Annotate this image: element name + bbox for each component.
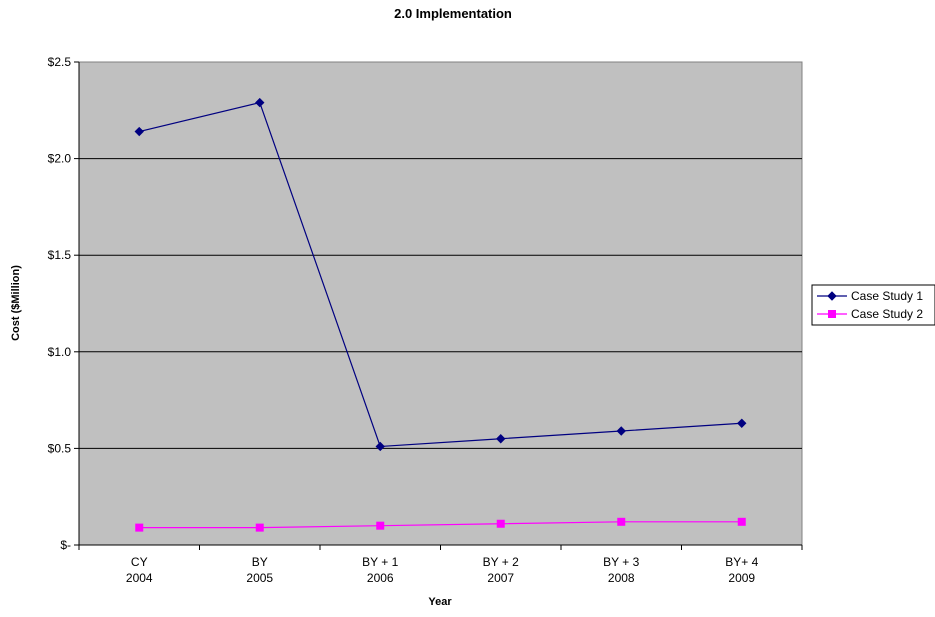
x-tick-label: BY + 2	[483, 555, 519, 569]
data-point	[376, 521, 385, 530]
plot-area	[78, 61, 803, 546]
series-1	[134, 97, 747, 452]
data-point	[134, 126, 144, 137]
y-axis-ticks: $- $0.5 $1.0 $1.5 $2.0 $2.5	[48, 55, 79, 552]
data-point	[496, 434, 506, 444]
data-point	[255, 523, 264, 532]
legend-label: Case Study 1	[851, 289, 923, 303]
series-group	[134, 97, 747, 532]
legend-item: Case Study 2	[817, 307, 923, 321]
y-tick-label: $-	[60, 538, 71, 552]
gridlines	[79, 158, 802, 449]
series-line	[139, 101, 742, 448]
x-tick-label: BY+ 4	[725, 555, 758, 569]
y-tick-label: $1.5	[48, 248, 72, 262]
x-tick-label: 2009	[728, 571, 755, 585]
y-axis-title: Cost ($Million)	[10, 265, 22, 341]
x-tick-label: CY	[131, 555, 148, 569]
data-point	[617, 517, 626, 526]
x-tick-label: BY + 3	[603, 555, 639, 569]
legend-swatch-marker	[827, 291, 837, 301]
x-axis-title: Year	[428, 596, 452, 608]
chart-title: 2.0 Implementation	[394, 6, 512, 21]
data-point	[616, 426, 626, 436]
legend-swatch-marker	[828, 310, 836, 318]
y-tick-label: $1.0	[48, 345, 72, 359]
legend-box	[811, 284, 935, 326]
data-point	[375, 441, 385, 452]
data-point	[135, 523, 144, 532]
y-tick-label: $2.0	[48, 152, 72, 166]
legend-item: Case Study 1	[817, 289, 923, 303]
legend: Case Study 1 Case Study 2	[811, 284, 935, 326]
data-point	[737, 517, 746, 526]
y-tick-label: $0.5	[48, 441, 72, 455]
x-axis-ticks: CY 2004 BY 2005 BY + 1 2006 BY + 2 2007 BY + 3 20…	[78, 545, 803, 585]
data-point	[496, 519, 505, 528]
x-tick-label: BY + 1	[362, 555, 398, 569]
x-tick-label: 2004	[126, 571, 153, 585]
y-tick-label: $2.5	[48, 55, 72, 69]
legend-label: Case Study 2	[851, 307, 923, 321]
x-tick-label: 2006	[367, 571, 394, 585]
x-tick-label: BY	[252, 555, 268, 569]
series-line	[139, 521, 742, 529]
series-2	[135, 517, 746, 532]
data-point	[737, 418, 747, 428]
x-tick-label: 2005	[246, 571, 273, 585]
x-tick-label: 2008	[608, 571, 635, 585]
data-point	[255, 97, 265, 108]
x-tick-label: 2007	[487, 571, 514, 585]
